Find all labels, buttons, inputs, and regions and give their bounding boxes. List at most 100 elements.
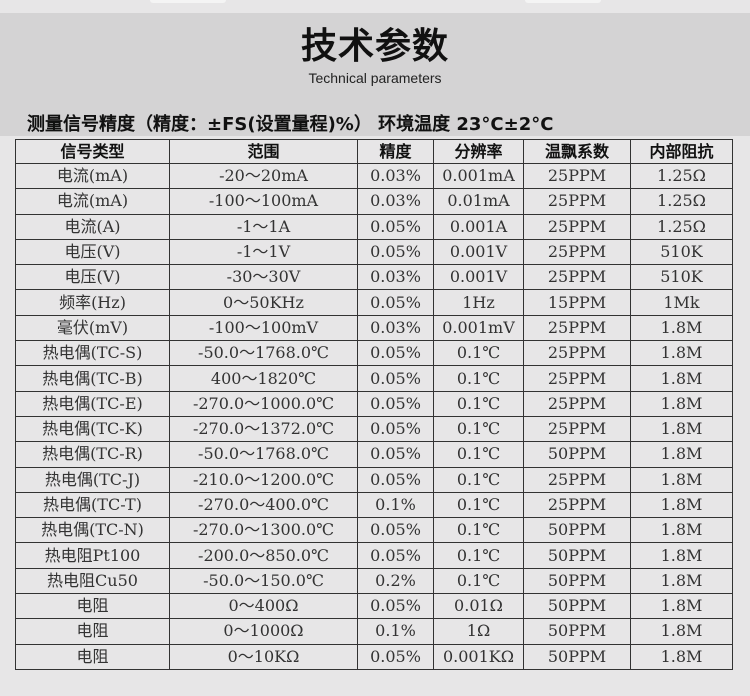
table-cell: 0.1℃	[433, 517, 524, 544]
column-header: 内部阻抗	[630, 139, 733, 164]
table-cell: 0.1℃	[433, 441, 524, 468]
column-header: 分辨率	[433, 139, 524, 164]
table-cell: 0.05%	[357, 213, 434, 240]
column-header: 信号类型	[15, 139, 170, 164]
table-cell: 0.05%	[357, 289, 434, 316]
table-row: 热电偶(TC-T) -270.0～400.0℃ 0.1% 0.1℃ 25PPM 1.8M	[15, 491, 733, 519]
table-cell: 0.1℃	[433, 390, 524, 417]
table-cell: 50PPM	[523, 441, 631, 468]
top-tab-right	[525, 0, 601, 3]
table-cell: 0.001KΩ	[433, 643, 524, 670]
table-cell: 0～400Ω	[169, 593, 358, 620]
table-cell: -50.0～1768.0℃	[169, 340, 358, 367]
table-cell: 0.01mA	[433, 188, 524, 215]
page-title: 技术参数	[300, 26, 449, 67]
table-cell: 电流(mA)	[15, 162, 170, 190]
page-subtitle: Technical parameters	[308, 70, 442, 86]
table-cell: 25PPM	[523, 415, 631, 443]
table-cell: 0.05%	[357, 415, 434, 443]
table-cell: 电流(A)	[15, 213, 170, 240]
column-header: 范围	[169, 139, 358, 164]
table-cell: -200.0～850.0℃	[169, 542, 358, 569]
table-cell: -1～1V	[169, 238, 358, 266]
table-cell: 0.1℃	[433, 340, 524, 367]
table-cell: 0.03%	[357, 314, 434, 342]
table-cell: 毫伏(mV)	[15, 314, 170, 342]
table-cell: 15PPM	[523, 289, 631, 316]
table-cell: 1.8M	[630, 314, 733, 342]
table-cell: 0.1%	[357, 491, 434, 519]
table-cell: -1～1A	[169, 213, 358, 240]
table-cell: 1Mk	[630, 289, 733, 316]
table-cell: 0.001mA	[433, 162, 524, 190]
table-cell: 电阻	[15, 593, 170, 620]
table-cell: 0.05%	[357, 466, 434, 493]
table-cell: 0.001V	[433, 238, 524, 266]
table-cell: 0.03%	[357, 162, 434, 190]
table-cell: 1.8M	[630, 390, 733, 417]
table-row: 热电偶(TC-N) -270.0～1300.0℃ 0.05% 0.1℃ 50PPM 1.8…	[15, 517, 733, 544]
table-cell: 热电阻Pt100	[15, 542, 170, 569]
table-cell: 25PPM	[523, 238, 631, 266]
table-cell: 0.1℃	[433, 542, 524, 569]
table-cell: 25PPM	[523, 365, 631, 392]
table-cell: 电阻	[15, 618, 170, 645]
table-cell: 1.25Ω	[630, 213, 733, 240]
header-banner: 技术参数 Technical parameters	[0, 13, 750, 136]
table-cell: 0～10KΩ	[169, 643, 358, 670]
table-cell: 0.2%	[357, 567, 434, 595]
table-cell: 0.05%	[357, 643, 434, 670]
table-cell: 25PPM	[523, 390, 631, 417]
table-row: 电流(A) -1～1A 0.05% 0.001A 25PPM 1.25Ω	[15, 213, 733, 240]
table-cell: 0.1℃	[433, 466, 524, 493]
table-cell: 50PPM	[523, 618, 631, 645]
table-cell: 1.25Ω	[630, 188, 733, 215]
table-cell: 1Hz	[433, 289, 524, 316]
table-cell: 0.05%	[357, 238, 434, 266]
table-cell: 0.03%	[357, 188, 434, 215]
table-cell: 1.8M	[630, 466, 733, 493]
table-row: 电压(V) -30～30V 0.03% 0.001V 25PPM 510K	[15, 264, 733, 291]
table-cell: 50PPM	[523, 567, 631, 595]
table-cell: 25PPM	[523, 314, 631, 342]
table-row: 电流(mA) -20～20mA 0.03% 0.001mA 25PPM 1.25Ω	[15, 162, 733, 190]
table-cell: -270.0～1000.0℃	[169, 390, 358, 417]
table-cell: 0.05%	[357, 593, 434, 620]
table-row: 电压(V) -1～1V 0.05% 0.001V 25PPM 510K	[15, 238, 733, 266]
table-cell: 热电偶(TC-E)	[15, 390, 170, 417]
table-cell: -30～30V	[169, 264, 358, 291]
table-row: 热电偶(TC-K) -270.0～1372.0℃ 0.05% 0.1℃ 25PPM 1.8…	[15, 415, 733, 443]
table-cell: 热电阻Cu50	[15, 567, 170, 595]
table-cell: 1.8M	[630, 365, 733, 392]
table-cell: 25PPM	[523, 162, 631, 190]
table-cell: -100～100mA	[169, 188, 358, 215]
table-row: 电流(mA) -100～100mA 0.03% 0.01mA 25PPM 1.25Ω	[15, 188, 733, 215]
table-cell: 0.05%	[357, 340, 434, 367]
table-cell: 0.05%	[357, 542, 434, 569]
column-header: 精度	[357, 139, 434, 164]
table-cell: -270.0～400.0℃	[169, 491, 358, 519]
table-cell: 电流(mA)	[15, 188, 170, 215]
table-cell: 0～1000Ω	[169, 618, 358, 645]
column-header: 温飘系数	[523, 139, 631, 164]
parameters-table: 信号类型 范围 精度 分辨率 温飘系数 内部阻抗 电流(mA) -20～20mA 0.03% 0…	[15, 139, 733, 670]
table-cell: 热电偶(TC-S)	[15, 340, 170, 367]
table-cell: 0.05%	[357, 441, 434, 468]
table-cell: 0.001V	[433, 264, 524, 291]
table-cell: 0.05%	[357, 365, 434, 392]
table-cell: 热电偶(TC-R)	[15, 441, 170, 468]
table-cell: 1.8M	[630, 593, 733, 620]
table-cell: 25PPM	[523, 340, 631, 367]
table-cell: 25PPM	[523, 491, 631, 519]
table-row: 热电阻Pt100 -200.0～850.0℃ 0.05% 0.1℃ 50PPM 1.8M	[15, 542, 733, 569]
table-cell: 电压(V)	[15, 264, 170, 291]
table-cell: 1.8M	[630, 340, 733, 367]
table-cell: 1Ω	[433, 618, 524, 645]
table-cell: 25PPM	[523, 264, 631, 291]
table-cell: 0.1℃	[433, 365, 524, 392]
table-row: 热电偶(TC-S) -50.0～1768.0℃ 0.05% 0.1℃ 25PPM 1.8M	[15, 340, 733, 367]
table-cell: 热电偶(TC-B)	[15, 365, 170, 392]
table-cell: 0.05%	[357, 390, 434, 417]
table-cell: -50.0～1768.0℃	[169, 441, 358, 468]
table-cell: 510K	[630, 238, 733, 266]
